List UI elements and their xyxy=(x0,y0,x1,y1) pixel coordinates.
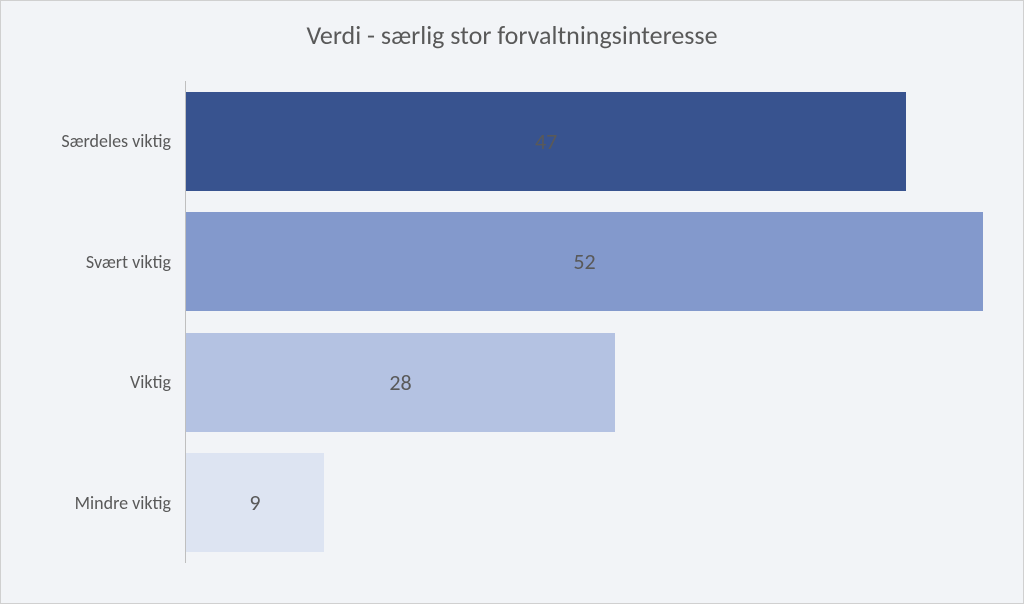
bar-value-label: 52 xyxy=(573,248,595,275)
chart-row: Særdeles viktig 47 xyxy=(1,81,983,202)
bar-value-label: 28 xyxy=(389,369,411,396)
bar: 9 xyxy=(186,453,324,552)
plot-area: Særdeles viktig 47 Svært viktig 52 Viktig 28 M… xyxy=(1,61,1023,603)
bar-cell: 47 xyxy=(185,81,983,202)
y-axis-label: Viktig xyxy=(1,322,185,443)
chart-row: Mindre viktig 9 xyxy=(1,443,983,564)
bar: 28 xyxy=(186,333,615,432)
chart-container: Verdi - særlig stor forvaltningsinteress… xyxy=(0,0,1024,604)
bar-cell: 52 xyxy=(185,202,983,323)
y-axis-label: Mindre viktig xyxy=(1,443,185,564)
chart-title: Verdi - særlig stor forvaltningsinteress… xyxy=(1,1,1023,61)
bar-value-label: 47 xyxy=(535,128,557,155)
chart-row: Svært viktig 52 xyxy=(1,202,983,323)
bar-cell: 9 xyxy=(185,443,983,564)
bar-cell: 28 xyxy=(185,322,983,443)
y-axis-label: Svært viktig xyxy=(1,202,185,323)
chart-row: Viktig 28 xyxy=(1,322,983,443)
bar-value-label: 9 xyxy=(249,489,260,516)
bar: 47 xyxy=(186,92,906,191)
bar: 52 xyxy=(186,212,983,311)
y-axis-label: Særdeles viktig xyxy=(1,81,185,202)
